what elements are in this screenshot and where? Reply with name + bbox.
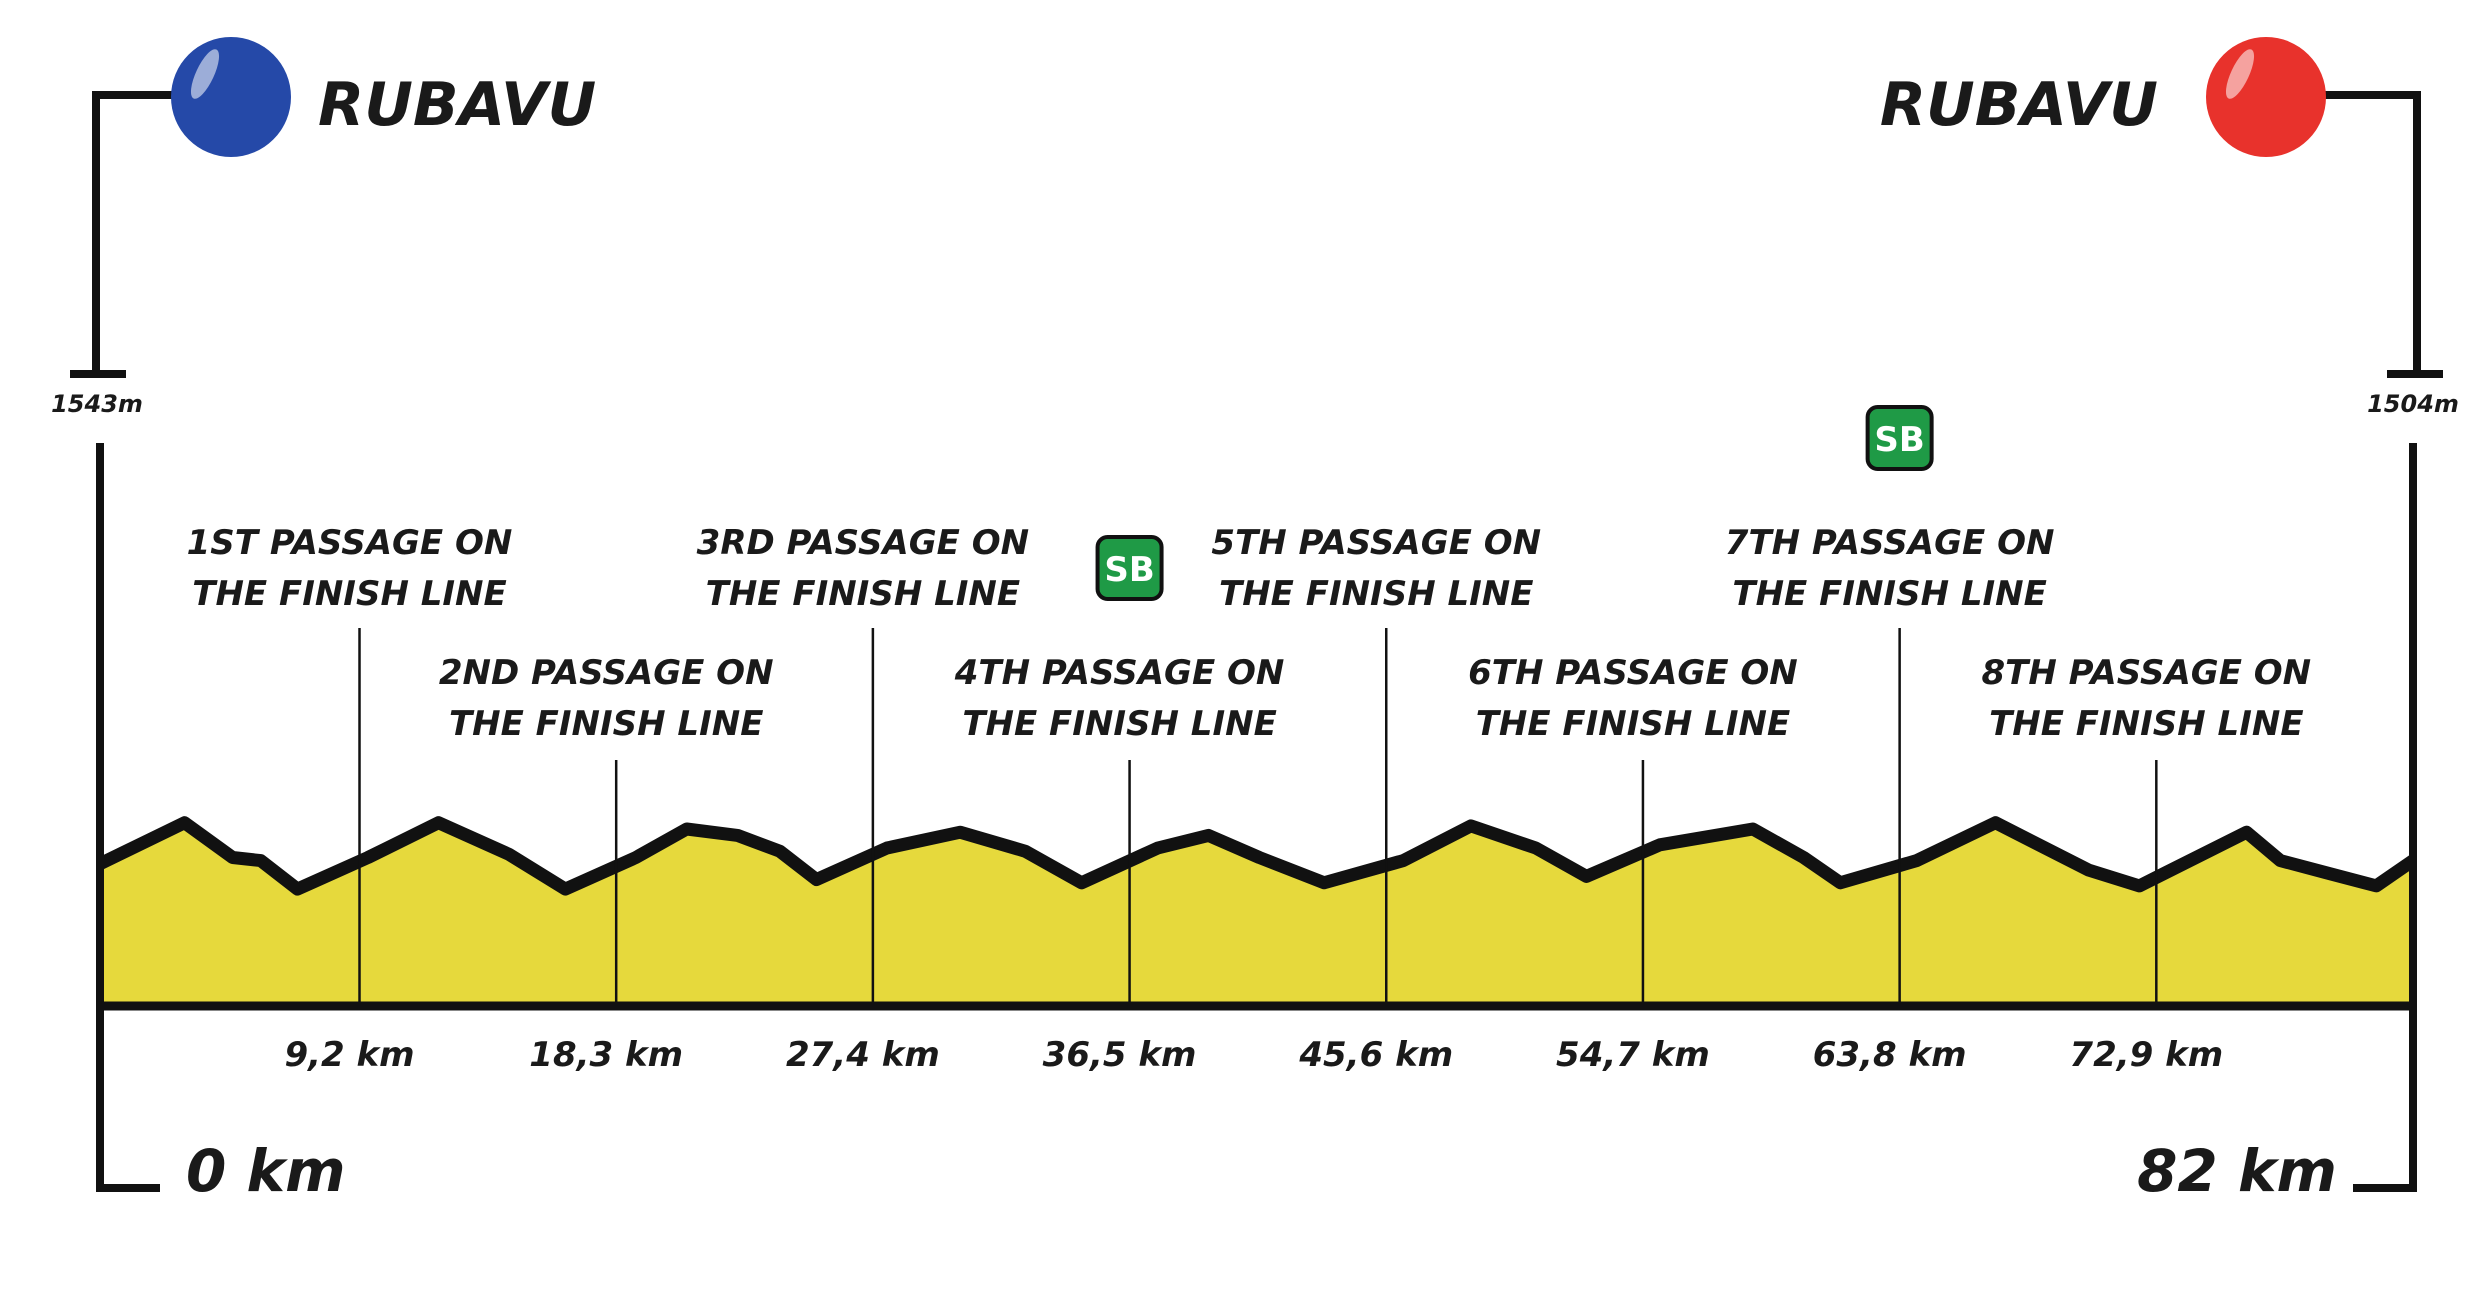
passage-km-label: 54,7 km	[1556, 1035, 1710, 1075]
passage-label-line2: THE FINISH LINE	[1219, 574, 1533, 614]
passage-label-line1: 6TH PASSAGE ON	[1468, 653, 1798, 693]
elevation-profile-area	[100, 822, 2413, 1006]
passages-layer: 1ST PASSAGE ON THE FINISH LINE 9,2 km 2ND P…	[187, 405, 2311, 1075]
passage-km-label: 27,4 km	[786, 1035, 940, 1075]
finish-altitude-label: 1504m	[2367, 390, 2459, 418]
finish-ball-icon	[2206, 37, 2326, 157]
start-ball-highlight	[190, 49, 220, 99]
passage-label-line1: 5TH PASSAGE ON	[1211, 523, 1541, 563]
passage-label-line2: THE FINISH LINE	[962, 704, 1276, 744]
passage-km-label: 45,6 km	[1298, 1035, 1453, 1075]
passage-label-line2: THE FINISH LINE	[1476, 704, 1790, 744]
sprint-bonus-badge-icon: SB	[1865, 405, 1934, 471]
start-marker	[171, 37, 291, 157]
passage-label-line2: THE FINISH LINE	[1732, 574, 2046, 614]
sprint-bonus-badge-text: SB	[1874, 420, 1924, 460]
passage-km-label: 63,8 km	[1813, 1035, 1967, 1075]
start-ball-icon	[171, 37, 291, 157]
passage-label-line1: 4TH PASSAGE ON	[954, 653, 1285, 693]
finish-marker	[2206, 37, 2326, 157]
passage-label-line1: 1ST PASSAGE ON	[187, 523, 513, 563]
finish-distance-label: 82 km	[2137, 1137, 2337, 1205]
passage-label-line1: 8TH PASSAGE ON	[1981, 653, 2311, 693]
passage-label-line2: THE FINISH LINE	[192, 574, 506, 614]
profile-layer	[97, 816, 2417, 1006]
passage-label-line2: THE FINISH LINE	[1989, 704, 2303, 744]
finish-ball-highlight	[2225, 49, 2255, 99]
passage-label-line1: 3RD PASSAGE ON	[697, 523, 1029, 563]
elevation-profile-line	[97, 816, 2417, 896]
start-location-name: RUBAVU	[318, 70, 596, 140]
finish-marker-connector	[2320, 91, 2421, 372]
passage-label-line1: 2ND PASSAGE ON	[439, 653, 774, 693]
passage-label-line1: 7TH PASSAGE ON	[1725, 523, 2055, 563]
sprint-bonus-badge-text: SB	[1104, 550, 1154, 590]
passage-km-label: 36,5 km	[1043, 1035, 1197, 1075]
start-bracket	[96, 443, 160, 1192]
start-distance-label: 0 km	[186, 1137, 346, 1205]
sprint-bonus-badge-icon: SB	[1095, 535, 1164, 601]
start-altitude-label: 1543m	[51, 390, 143, 418]
passage-km-label: 18,3 km	[529, 1035, 683, 1075]
passage-km-label: 72,9 km	[2069, 1035, 2223, 1075]
passage-label-line2: THE FINISH LINE	[706, 574, 1020, 614]
passage-label-line2: THE FINISH LINE	[449, 704, 763, 744]
start-marker-connector	[92, 91, 172, 372]
finish-location-name: RUBAVU	[1880, 70, 2158, 140]
passage-km-label: 9,2 km	[284, 1035, 414, 1075]
finish-bracket	[2353, 443, 2417, 1192]
